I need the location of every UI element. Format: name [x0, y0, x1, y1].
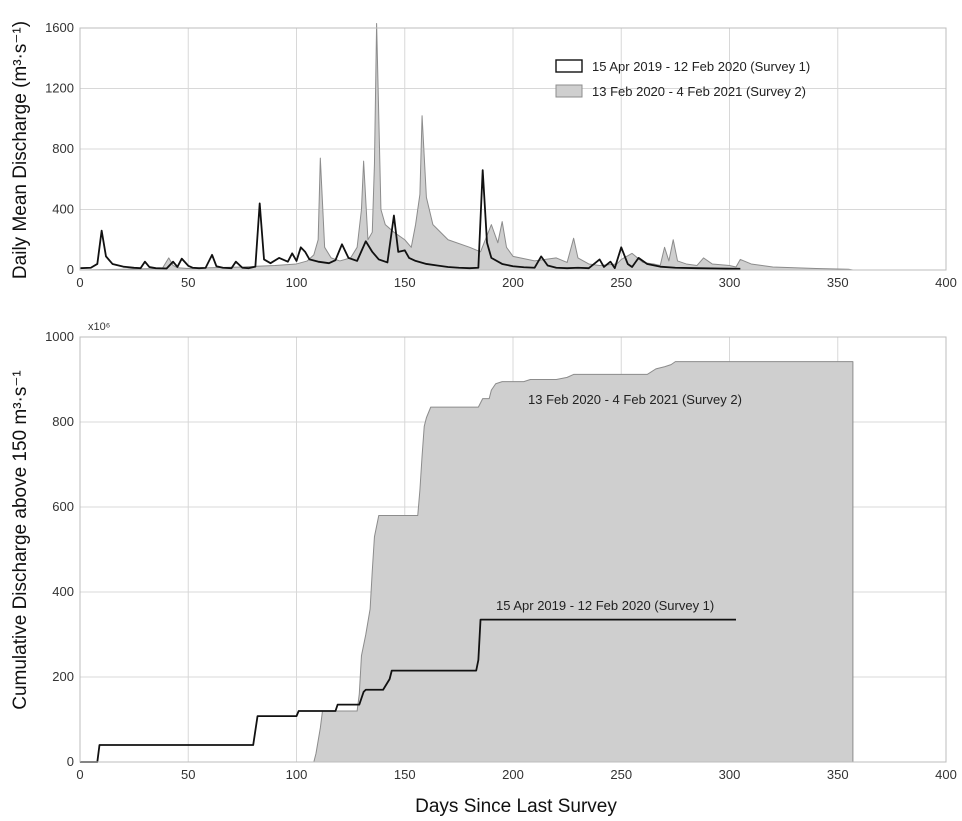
y-tick-label: 1000: [45, 329, 74, 344]
annotation-survey1: 15 Apr 2019 - 12 Feb 2020 (Survey 1): [496, 598, 714, 613]
daily-discharge-plot-frame: [79, 27, 947, 271]
survey1-series: [79, 169, 741, 270]
y-tick-label: 600: [52, 499, 74, 514]
survey2-area-group: [79, 22, 854, 271]
y-tick-label: 800: [52, 414, 74, 429]
daily-discharge-y-label: Daily Mean Discharge (m³·s⁻¹): [10, 21, 31, 279]
x-tick-label: 400: [935, 275, 957, 290]
x-tick-label: 0: [76, 275, 83, 290]
y-tick-label: 200: [52, 669, 74, 684]
survey2-series: [79, 22, 854, 271]
x-tick-label: 50: [181, 275, 195, 290]
cumulative-discharge-x-ticks: 0 50 100 150 200 250 300 350 400: [76, 767, 956, 782]
cumulative-discharge-y-ticks: 0 200 400 600 800 1000: [45, 329, 74, 769]
x-tick-label: 200: [502, 767, 524, 782]
cumulative-discharge-chart: 0 50 100 150 200 250 300 350 400 0 200 400 600 800 10…: [10, 321, 957, 817]
x-tick-label: 300: [719, 767, 741, 782]
x-tick-label: 200: [502, 275, 524, 290]
daily-discharge-grid: [79, 27, 947, 271]
y-tick-label: 800: [52, 141, 74, 156]
x-tick-label: 50: [181, 767, 195, 782]
legend-label-survey2: 13 Feb 2020 - 4 Feb 2021 (Survey 2): [592, 84, 806, 99]
daily-discharge-chart: 0 50 100 150 200 250 300 350 400 0 400 800 1200 1600…: [10, 20, 957, 290]
x-tick-label: 250: [610, 767, 632, 782]
x-tick-label: 350: [827, 275, 849, 290]
cumulative-discharge-plot-frame: [79, 336, 947, 763]
daily-discharge-x-ticks: 0 50 100 150 200 250 300 350 400: [76, 275, 956, 290]
x-tick-label: 100: [286, 767, 308, 782]
y-tick-label: 0: [67, 262, 74, 277]
legend-swatch-survey1: [555, 59, 583, 73]
x-tick-label: 250: [610, 275, 632, 290]
x-tick-label: 100: [286, 275, 308, 290]
x-tick-label: 150: [394, 767, 416, 782]
y-tick-label: 400: [52, 202, 74, 217]
survey1-line-group: [79, 169, 741, 270]
x-tick-label: 400: [935, 767, 957, 782]
cumulative-survey2-area-group: [79, 361, 854, 763]
x-tick-label: 0: [76, 767, 83, 782]
x-tick-label: 150: [394, 275, 416, 290]
survey2-series: [79, 361, 854, 763]
legend-swatch-survey2: [555, 84, 583, 98]
x-axis-label: Days Since Last Survey: [415, 796, 617, 817]
annotation-survey2: 13 Feb 2020 - 4 Feb 2021 (Survey 2): [528, 392, 742, 407]
cumulative-discharge-y-label: Cumulative Discharge above 150 m³·s⁻¹: [10, 370, 31, 710]
survey1-series: [80, 618, 736, 763]
daily-discharge-y-ticks: 0 400 800 1200 1600: [45, 20, 74, 277]
cumulative-survey1-step-group: [80, 618, 736, 763]
legend-label-survey1: 15 Apr 2019 - 12 Feb 2020 (Survey 1): [592, 59, 810, 74]
y-tick-label: 1600: [45, 20, 74, 35]
y-tick-multiplier: x10⁶: [88, 321, 110, 333]
x-tick-label: 300: [719, 275, 741, 290]
y-tick-label: 400: [52, 584, 74, 599]
y-tick-label: 1200: [45, 81, 74, 96]
legend: 15 Apr 2019 - 12 Feb 2020 (Survey 1) 13 …: [555, 59, 810, 99]
y-tick-label: 0: [67, 754, 74, 769]
x-tick-label: 350: [827, 767, 849, 782]
